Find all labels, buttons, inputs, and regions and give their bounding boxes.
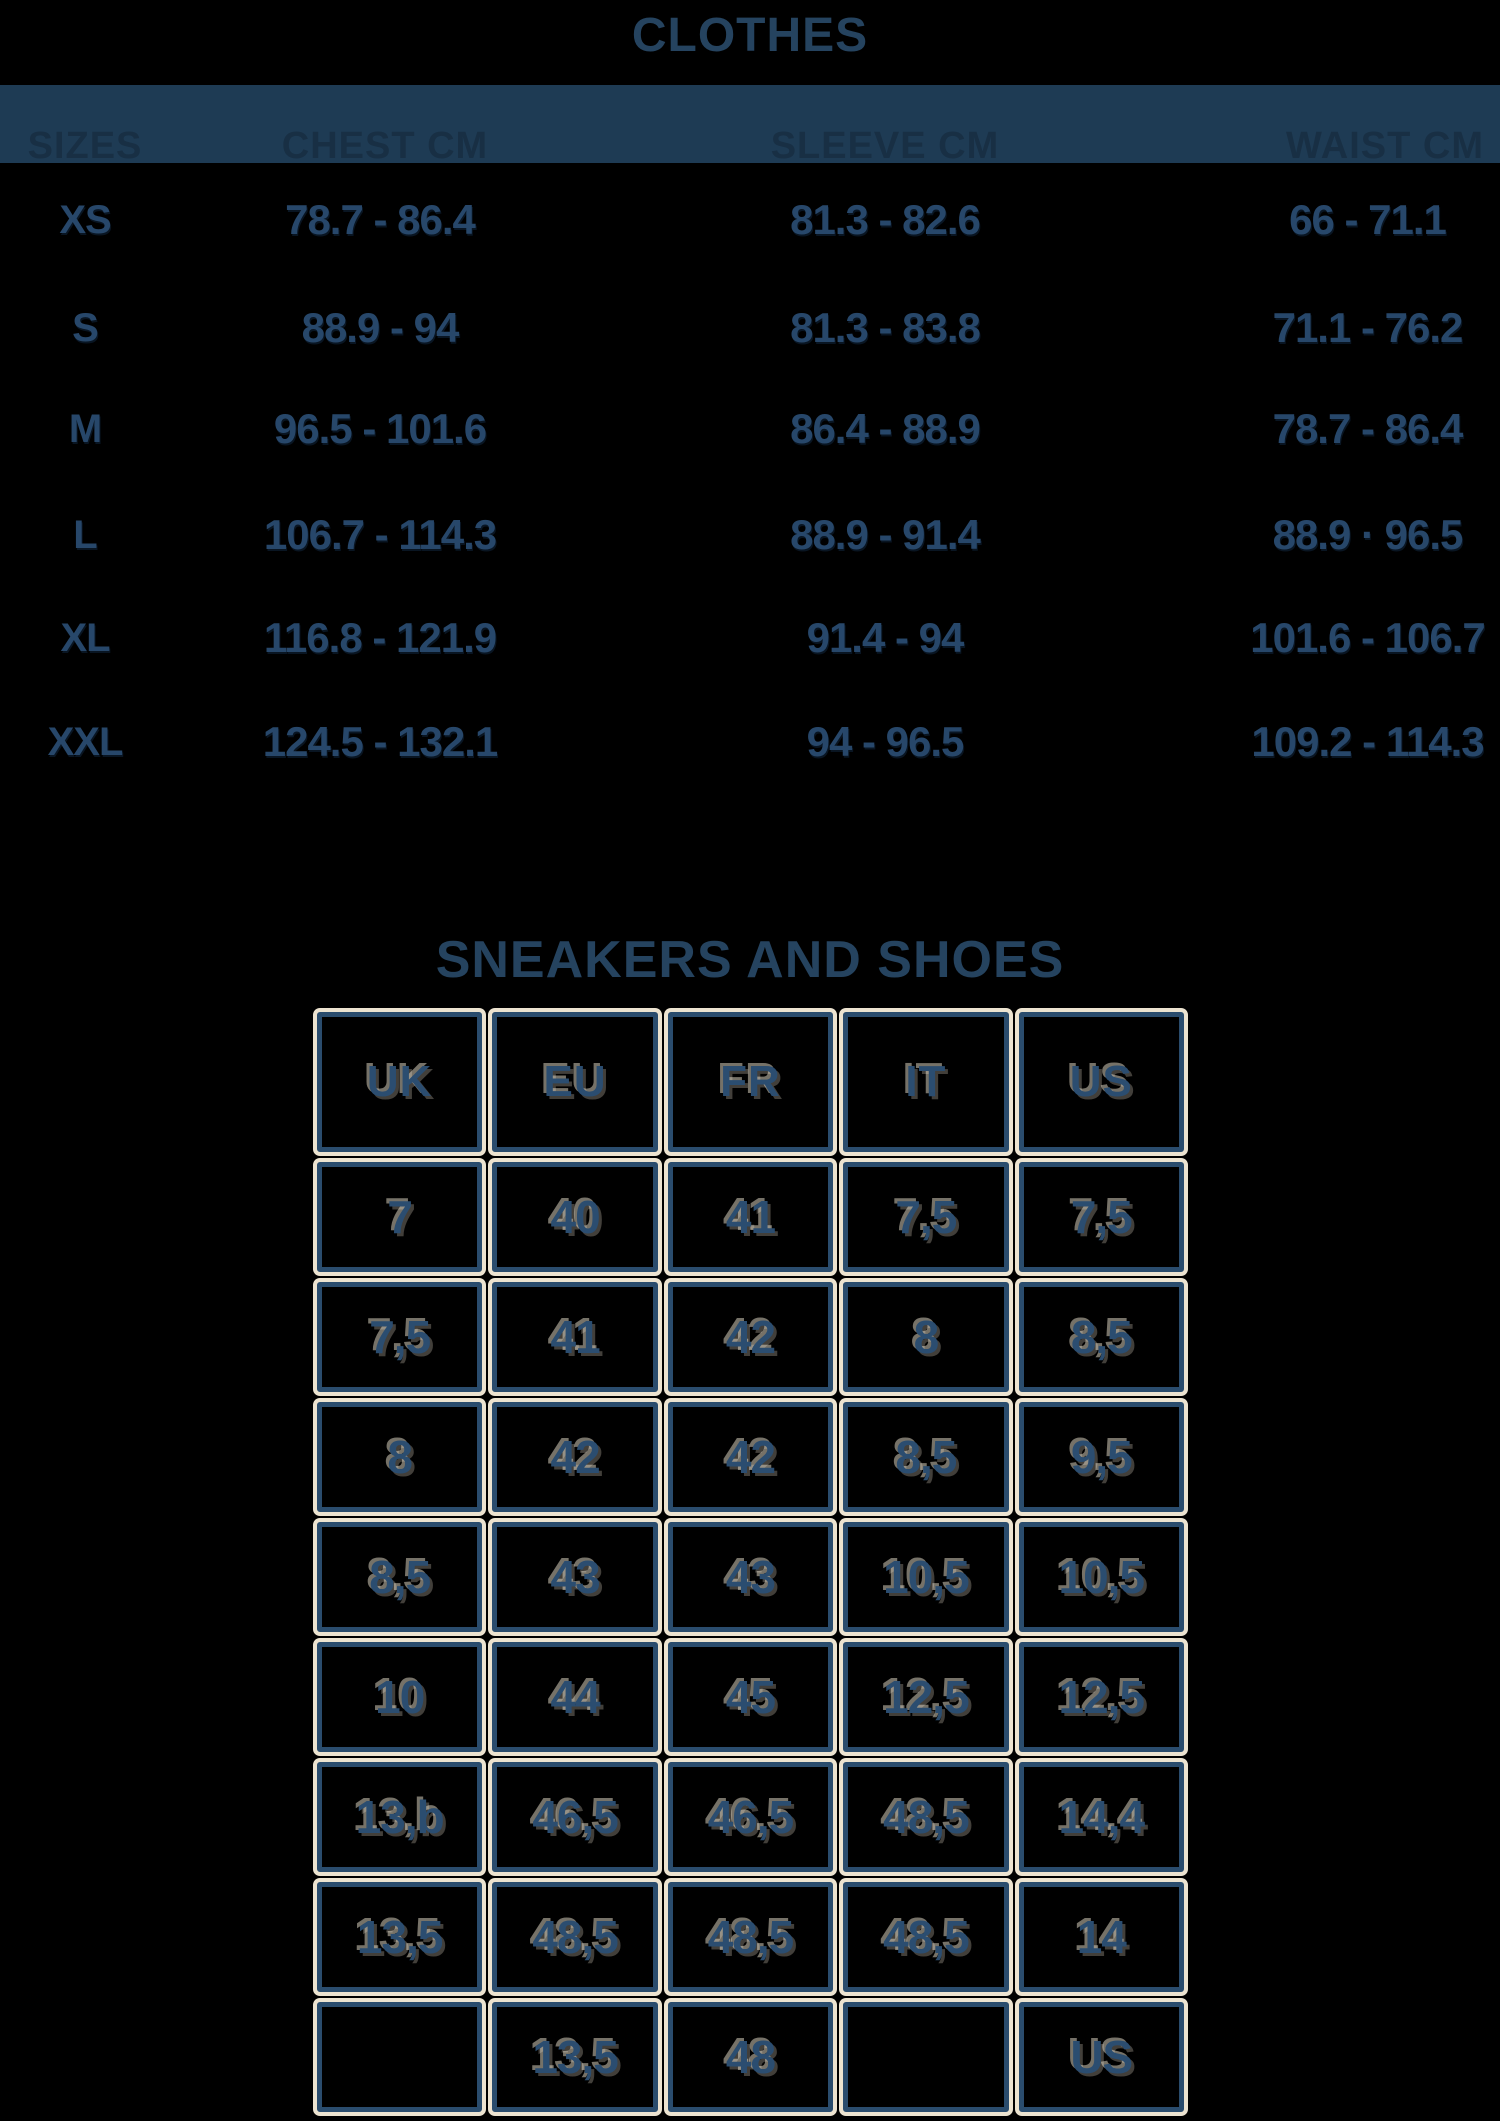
header-label-waist: WAIST CM: [1286, 125, 1484, 167]
waist-cell: 101.6 - 106.7: [1250, 614, 1486, 661]
shoes-cell: 46,5: [492, 1762, 658, 1872]
shoes-cell: [317, 2002, 483, 2112]
chest-cell: 124.5 - 132.1: [262, 718, 499, 765]
shoes-cell: 42: [492, 1402, 658, 1512]
clothes-title: CLOTHES: [631, 9, 869, 62]
size-cell: XXL: [47, 720, 124, 764]
shoes-cell: 41: [667, 1162, 834, 1272]
shoes-cell: 48,5: [843, 1762, 1009, 1872]
shoes-cell: 48: [667, 2002, 834, 2112]
shoes-header-us: US: [1018, 1012, 1184, 1152]
shoes-header-it: IT: [843, 1012, 1009, 1152]
shoes-cell: 48,5: [492, 1882, 658, 1992]
shoes-cell: 8: [843, 1282, 1009, 1392]
shoes-cell: 8: [317, 1402, 483, 1512]
shoes-cell: 42: [667, 1402, 834, 1512]
shoes-cell: 12,5: [843, 1642, 1009, 1752]
waist-cell: 78.7 - 86.4: [1272, 405, 1464, 452]
shoes-header-fr: FR: [667, 1012, 834, 1152]
shoes-cell: 8,5: [317, 1522, 483, 1632]
shoes-cell: 7: [317, 1162, 483, 1272]
table-row: M 96.5 - 101.6 86.4 - 88.9 78.7 - 86.4: [0, 403, 1500, 455]
shoes-table: UK EU FR IT US 7 40 41 7,5 7,5 7,5 41 42…: [317, 1012, 1184, 2112]
shoes-cell: 48,5: [667, 1882, 834, 1992]
shoes-cell: [843, 2002, 1009, 2112]
shoes-title: SNEAKERS AND SHOES: [435, 931, 1065, 989]
shoes-cell: 9,5: [1018, 1402, 1184, 1512]
sleeve-cell: 94 - 96.5: [806, 718, 965, 765]
size-cell: M: [68, 407, 102, 451]
size-cell: L: [73, 513, 97, 557]
table-row: XL 116.8 - 121.9 91.4 - 94 101.6 - 106.7: [0, 612, 1500, 664]
shoes-cell: 48,5: [843, 1882, 1009, 1992]
size-cell: S: [72, 306, 99, 350]
shoes-cell: 14: [1018, 1882, 1184, 1992]
header-label-sizes: SIZES: [27, 125, 143, 167]
header-label-chest: CHEST CM: [281, 125, 489, 167]
shoes-cell: 41: [492, 1282, 658, 1392]
shoes-cell: 8,5: [843, 1402, 1009, 1512]
shoes-cell: 10,5: [1018, 1522, 1184, 1632]
size-cell: XL: [60, 616, 110, 660]
shoes-cell: 10,5: [843, 1522, 1009, 1632]
chest-cell: 96.5 - 101.6: [273, 405, 487, 452]
shoes-cell: 7,5: [317, 1282, 483, 1392]
size-cell: XS: [59, 198, 111, 242]
shoes-cell: 10: [317, 1642, 483, 1752]
shoes-header-eu: EU: [492, 1012, 658, 1152]
shoes-header-uk: UK: [317, 1012, 483, 1152]
waist-cell: 71.1 - 76.2: [1272, 304, 1464, 351]
shoes-cell: 13,5: [317, 1882, 483, 1992]
chest-cell: 78.7 - 86.4: [285, 196, 476, 243]
table-row: XS 78.7 - 86.4 81.3 - 82.6 66 - 71.1: [0, 194, 1500, 246]
clothes-header-bar: SIZES CHEST CM SLEEVE CM WAIST CM: [0, 85, 1500, 167]
waist-cell: 66 - 71.1: [1289, 196, 1447, 243]
shoes-cell: 13,b: [317, 1762, 483, 1872]
shoes-cell: 13,5: [492, 2002, 658, 2112]
sleeve-cell: 86.4 - 88.9: [790, 405, 981, 452]
table-row: L 106.7 - 114.3 88.9 - 91.4 88.9 · 96.5: [0, 509, 1500, 561]
sleeve-cell: 91.4 - 94: [806, 614, 965, 661]
shoes-cell: 12,5: [1018, 1642, 1184, 1752]
shoes-cell: 7,5: [1018, 1162, 1184, 1272]
sleeve-cell: 88.9 - 91.4: [790, 511, 981, 558]
sleeve-cell: 81.3 - 82.6: [790, 196, 981, 243]
shoes-cell: 45: [667, 1642, 834, 1752]
shoes-cell: 14,4: [1018, 1762, 1184, 1872]
shoes-cell: 40: [492, 1162, 658, 1272]
shoes-cell: 7,5: [843, 1162, 1009, 1272]
table-row: S 88.9 - 94 81.3 - 83.8 71.1 - 76.2: [0, 302, 1500, 354]
waist-cell: 109.2 - 114.3: [1251, 718, 1484, 765]
chest-cell: 88.9 - 94: [301, 304, 460, 351]
chest-cell: 106.7 - 114.3: [263, 511, 497, 558]
shoes-cell: 43: [667, 1522, 834, 1632]
table-row: XXL 124.5 - 132.1 94 - 96.5 109.2 - 114.…: [0, 716, 1500, 768]
sleeve-cell: 81.3 - 83.8: [790, 304, 981, 351]
shoes-cell: 46,5: [667, 1762, 834, 1872]
shoes-cell: 42: [667, 1282, 834, 1392]
shoes-cell: 44: [492, 1642, 658, 1752]
shoes-cell: US: [1018, 2002, 1184, 2112]
chest-cell: 116.8 - 121.9: [263, 614, 497, 661]
shoes-cell: 43: [492, 1522, 658, 1632]
waist-cell: 88.9 · 96.5: [1272, 511, 1464, 558]
shoes-cell: 8,5: [1018, 1282, 1184, 1392]
header-label-sleeve: SLEEVE CM: [770, 125, 1000, 167]
